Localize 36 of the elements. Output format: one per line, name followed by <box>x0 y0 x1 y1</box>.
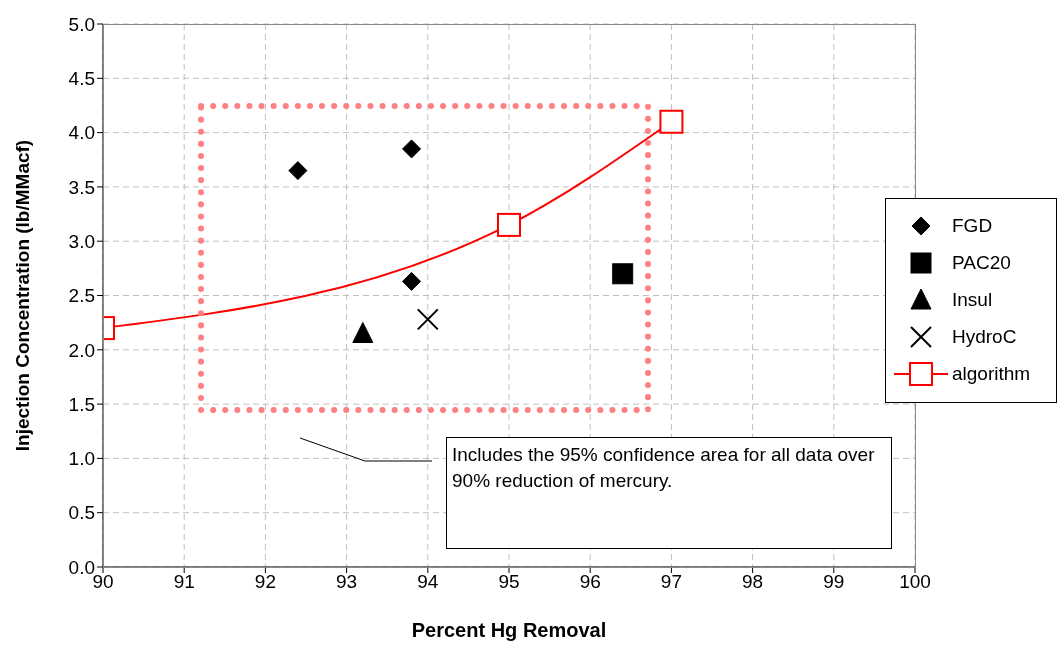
y-tick-label: 4.5 <box>68 68 95 90</box>
point <box>416 308 439 331</box>
point <box>497 212 521 237</box>
x-axis-title: Percent Hg Removal <box>411 619 607 641</box>
callout-box: Includes the 95% confidence area for all data over 90% reduction of mercury. <box>446 437 892 549</box>
y-tick-label: 0.5 <box>68 502 95 524</box>
y-tick-label: 5.0 <box>68 13 95 35</box>
x-tick-label: 96 <box>579 571 601 593</box>
legend-label: HydroC <box>952 325 1017 348</box>
y-tick-label: 1.0 <box>68 448 95 470</box>
y-tick-label: 4.0 <box>68 122 95 144</box>
x-tick-label: 97 <box>660 571 682 593</box>
point <box>288 161 308 181</box>
point <box>659 109 684 134</box>
point <box>612 263 634 285</box>
y-tick-label: 1.5 <box>68 393 95 415</box>
legend-label: PAC20 <box>952 251 1011 274</box>
x-tick-label: 95 <box>498 571 520 593</box>
x-tick-label: 100 <box>899 571 931 593</box>
point <box>352 322 374 344</box>
point <box>402 139 422 159</box>
y-axis-title: Injection Concentration (lb/MMacf) <box>11 139 33 452</box>
x-tick-label: 91 <box>173 571 195 593</box>
x-tick-label: 94 <box>417 571 439 593</box>
x-tick-label: 98 <box>742 571 764 593</box>
y-tick-label: 3.5 <box>68 176 95 198</box>
y-tick-label: 3.0 <box>68 230 95 252</box>
x-tick-label: 93 <box>336 571 358 593</box>
legend-label: Insul <box>952 288 993 311</box>
y-tick-label: 2.5 <box>68 285 95 307</box>
x-tick-label: 99 <box>823 571 845 593</box>
point <box>402 271 422 291</box>
legend-label: algorithm <box>952 362 1031 385</box>
legend-label: FGD <box>952 214 993 237</box>
x-tick-label: 92 <box>254 571 276 593</box>
y-tick-label: 2.0 <box>68 339 95 361</box>
